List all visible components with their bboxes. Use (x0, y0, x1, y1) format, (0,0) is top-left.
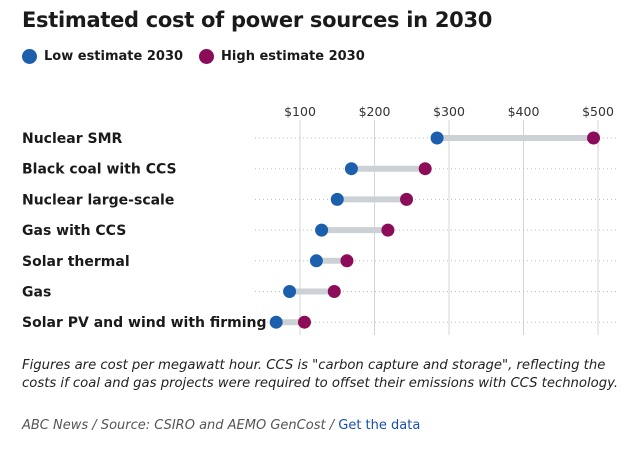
low-estimate-point (309, 254, 323, 268)
chart-title: Estimated cost of power sources in 2030 (22, 8, 493, 32)
low-estimate-point (430, 131, 444, 145)
category-label: Nuclear large-scale (22, 192, 174, 208)
category-label: Solar thermal (22, 254, 130, 270)
high-estimate-point (297, 315, 311, 329)
high-estimate-point (327, 285, 341, 298)
low-estimate-point (344, 162, 358, 176)
legend-high-label: High estimate 2030 (221, 49, 365, 64)
high-estimate-point (400, 192, 414, 206)
x-tick-label: $200 (359, 104, 391, 119)
low-estimate-point (330, 192, 344, 206)
chart-footnote: Figures are cost per megawatt hour. CCS … (22, 358, 619, 391)
high-estimate-point (340, 254, 354, 268)
high-estimate-point (418, 162, 432, 176)
low-estimate-point (315, 223, 329, 237)
category-label: Black coal with CCS (22, 162, 177, 178)
chart-source: ABC News / Source: CSIRO and AEMO GenCos… (22, 418, 420, 433)
x-tick-label: $400 (508, 104, 540, 119)
credit-text: ABC News (22, 418, 89, 433)
dumbbell-chart: $100 $200 $300 $400 $500 Nuclear SMR Black coa… (22, 104, 618, 335)
legend-item-high: High estimate 2030 (199, 49, 365, 64)
source-separator: / (92, 418, 97, 433)
category-label: Nuclear SMR (22, 131, 123, 147)
low-estimate-point (269, 315, 283, 329)
get-data-link[interactable]: Get the data (338, 418, 421, 433)
x-tick-label: $300 (433, 104, 465, 119)
legend-low-label: Low estimate 2030 (44, 49, 184, 64)
legend-item-low: Low estimate 2030 (22, 49, 183, 64)
source-separator-2: / (329, 418, 335, 433)
legend-high-swatch (199, 49, 215, 64)
legend: Low estimate 2030 High estimate 2030 (22, 49, 381, 64)
high-estimate-point (381, 223, 395, 237)
category-label: Gas (22, 285, 51, 301)
category-label: Solar PV and wind with firming (22, 315, 267, 331)
source-text: Source: CSIRO and AEMO GenCost (100, 418, 326, 433)
x-tick-label: $100 (284, 104, 316, 119)
legend-low-swatch (22, 49, 37, 64)
category-label: Gas with CCS (22, 223, 126, 239)
low-estimate-point (283, 285, 297, 298)
x-tick-label: $500 (582, 104, 614, 119)
high-estimate-point (587, 131, 601, 145)
